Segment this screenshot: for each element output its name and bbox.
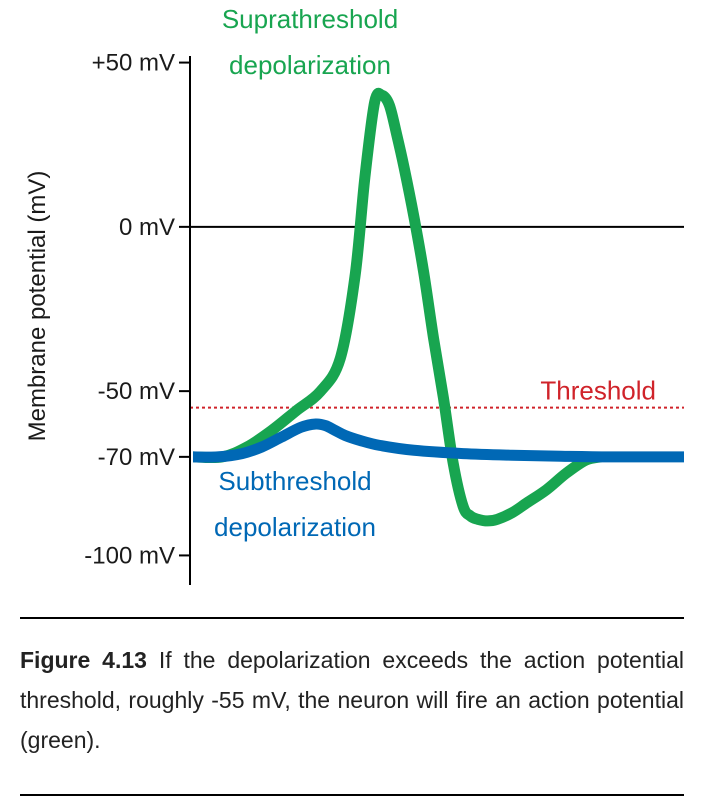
annotations: Suprathreshold depolarization Subthreshold… xyxy=(214,4,656,542)
suprathreshold-label: depolarization xyxy=(229,50,391,80)
threshold-label: Threshold xyxy=(540,376,656,406)
reference-lines xyxy=(190,225,684,409)
subthreshold-label: depolarization xyxy=(214,512,376,542)
y-tick-label: 0 mV xyxy=(119,214,175,241)
subthreshold-curve xyxy=(192,418,685,463)
suprathreshold-curve xyxy=(192,87,602,527)
y-tick-label: -100 mV xyxy=(84,542,175,569)
figure-label: Figure 4.13 xyxy=(20,647,147,673)
y-tick-label: -50 mV xyxy=(98,378,175,405)
action-potential-chart: +50 mV 0 mV -50 mV -70 mV -100 mV Suprathres… xyxy=(24,4,685,585)
suprathreshold-label: Suprathreshold xyxy=(222,4,398,34)
series-lines xyxy=(192,87,685,527)
caption-top-rule xyxy=(20,617,684,619)
figure-caption: Figure 4.13 If the depolarization exceed… xyxy=(20,640,684,760)
caption-bottom-rule xyxy=(20,794,684,796)
y-tick-label: +50 mV xyxy=(92,50,175,77)
y-axis: +50 mV 0 mV -50 mV -70 mV -100 mV xyxy=(84,50,191,585)
y-tick-label: -70 mV xyxy=(98,444,175,471)
y-axis-label: Membrane potential (mV) xyxy=(24,171,51,442)
caption-text: If the depolarization exceeds the action… xyxy=(20,647,685,753)
subthreshold-label: Subthreshold xyxy=(218,466,371,496)
